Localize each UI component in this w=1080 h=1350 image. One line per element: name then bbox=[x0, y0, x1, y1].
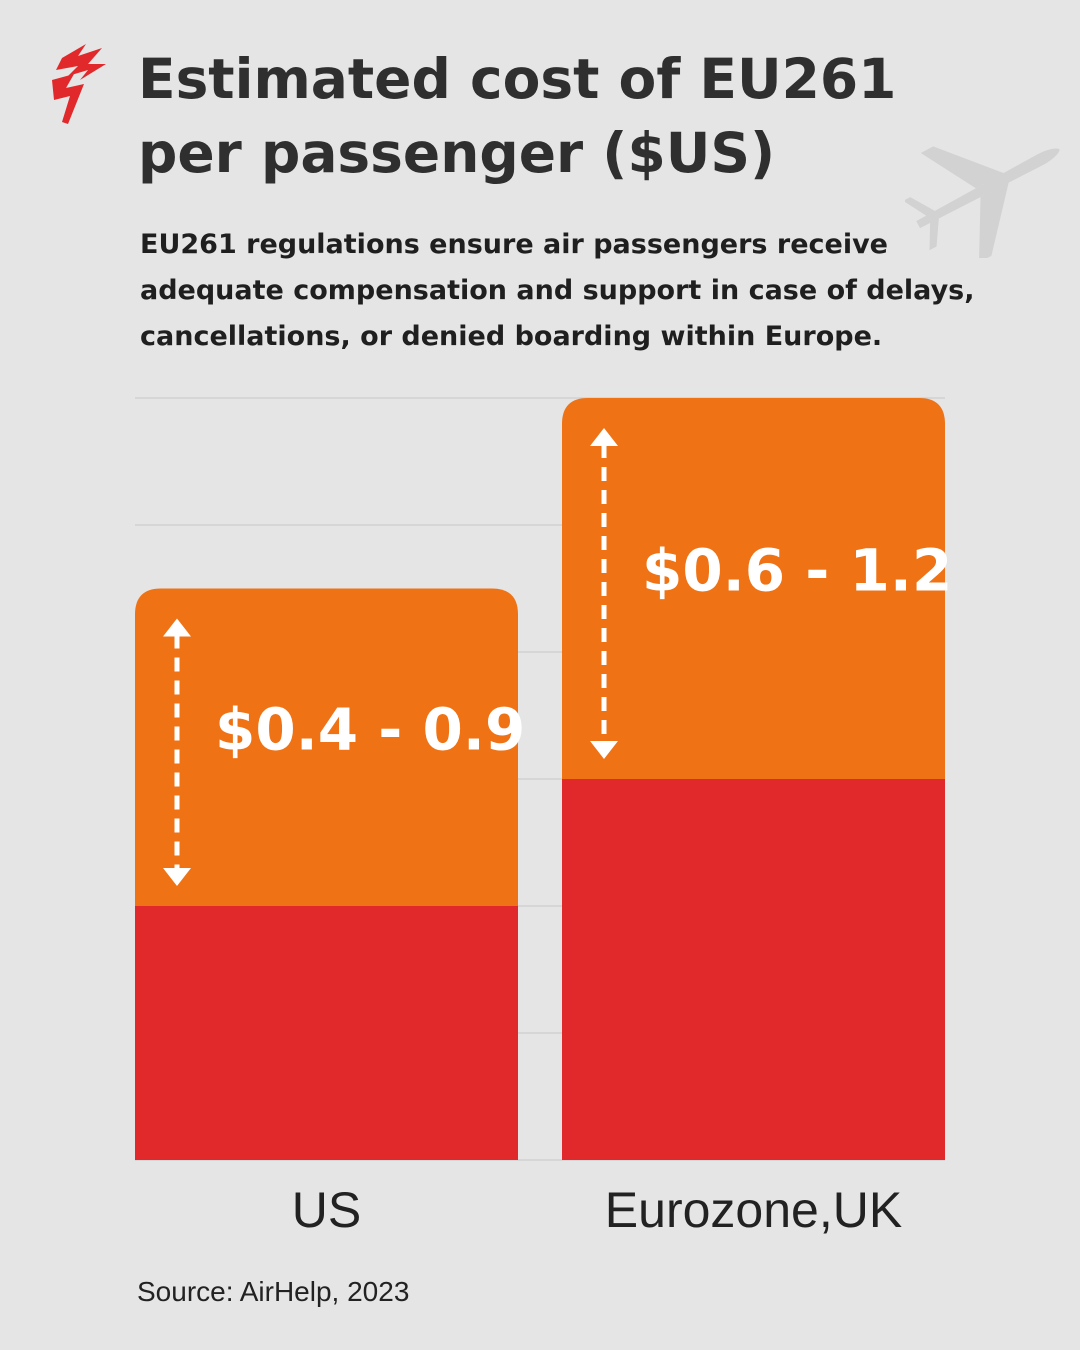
range-arrow bbox=[163, 618, 191, 886]
data-label: $0.4 - 0.9 bbox=[215, 695, 525, 763]
bar-range-segment bbox=[135, 588, 518, 906]
data-label: $0.6 - 1.2 bbox=[642, 537, 952, 605]
chart-title: Estimated cost of EU261 per passenger ($… bbox=[138, 47, 897, 185]
category-labels: US Eurozone,UK bbox=[292, 1182, 902, 1238]
airplane-icon bbox=[905, 146, 1060, 258]
bar-range-segment bbox=[562, 398, 945, 779]
category-label: US bbox=[292, 1182, 361, 1238]
chart-subtitle: EU261 regulations ensure air passengers … bbox=[140, 229, 975, 352]
source-note: Source: AirHelp, 2023 bbox=[137, 1276, 410, 1307]
category-label: Eurozone,UK bbox=[605, 1182, 902, 1238]
range-arrows bbox=[163, 428, 618, 886]
bar-base-segment bbox=[562, 779, 945, 1160]
bar-base-segment bbox=[135, 906, 518, 1160]
range-arrow bbox=[590, 428, 618, 759]
logo-icon bbox=[52, 44, 106, 124]
data-labels: $0.4 - 0.9 $0.6 - 1.2 bbox=[215, 537, 952, 764]
bars bbox=[135, 398, 945, 1160]
